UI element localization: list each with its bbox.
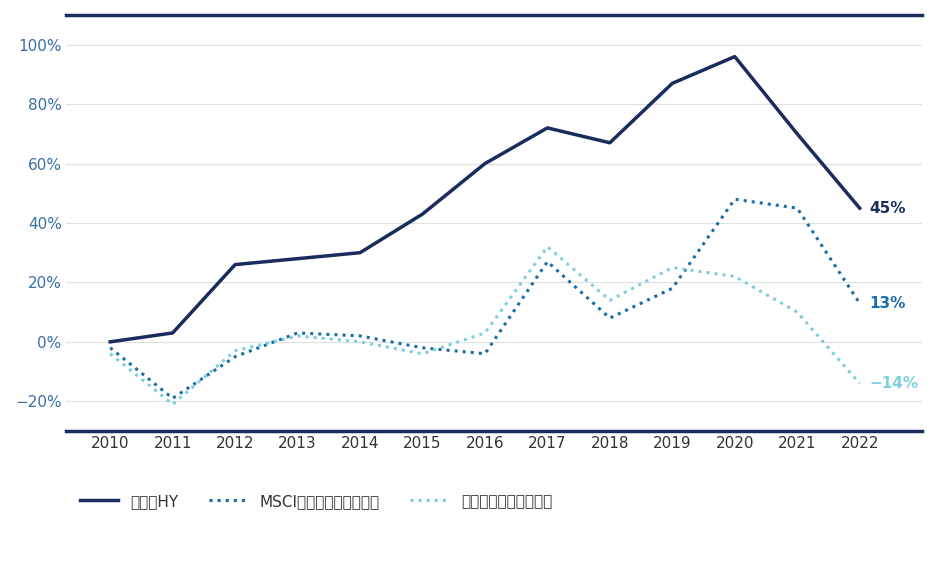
Legend: アジアHY, MSCIアジアパシフィック, ハンセンインデックス: アジアHY, MSCIアジアパシフィック, ハンセンインデックス: [74, 488, 558, 515]
Text: −14%: −14%: [869, 376, 918, 391]
Text: 13%: 13%: [869, 296, 905, 311]
Text: 45%: 45%: [869, 201, 905, 215]
